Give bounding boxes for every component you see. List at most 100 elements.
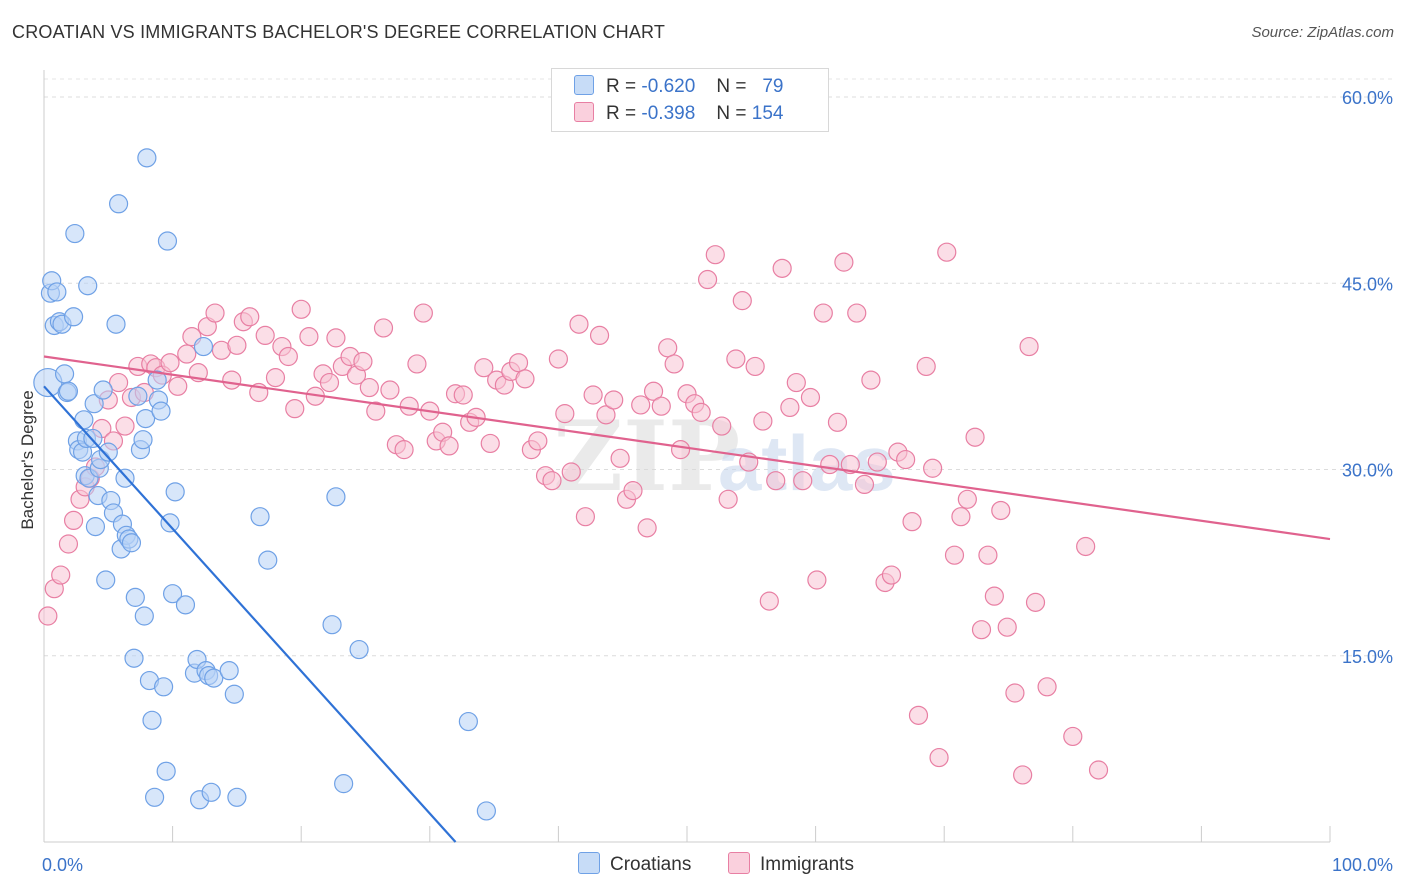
y-tick-label: 30.0% — [1342, 461, 1393, 481]
point-immigrants — [474, 358, 494, 378]
point-immigrants — [366, 401, 386, 421]
point-immigrants — [285, 399, 305, 419]
point-immigrants — [712, 416, 732, 436]
point-croatians — [121, 533, 142, 553]
point-croatians — [128, 386, 148, 406]
point-immigrants — [373, 318, 394, 338]
point-croatians — [78, 276, 98, 296]
legend-item-immigrants: Immigrants — [728, 852, 854, 876]
point-immigrants — [896, 449, 916, 470]
point-immigrants — [664, 354, 684, 374]
point-immigrants — [583, 385, 603, 405]
point-immigrants — [732, 291, 752, 311]
point-immigrants — [691, 402, 711, 422]
point-croatians — [227, 787, 247, 807]
point-immigrants — [299, 327, 319, 347]
point-croatians — [106, 314, 126, 334]
source-label: Source: ZipAtlas.com — [1251, 24, 1394, 41]
legend-row-croatians: R = -0.620 N = 79 — [574, 75, 783, 99]
point-immigrants — [745, 356, 765, 377]
point-croatians — [135, 408, 156, 429]
point-croatians — [157, 231, 178, 251]
point-immigrants — [800, 387, 821, 408]
point-immigrants — [881, 565, 902, 585]
point-immigrants — [951, 507, 971, 527]
legend-swatch-immigrants — [728, 852, 750, 874]
point-immigrants — [555, 404, 575, 424]
point-immigrants — [160, 353, 180, 373]
point-croatians — [147, 370, 167, 390]
point-immigrants — [786, 372, 806, 393]
point-croatians — [160, 513, 180, 533]
point-croatians — [54, 364, 75, 384]
y-tick-label: 45.0% — [1342, 274, 1393, 294]
point-croatians — [58, 381, 79, 401]
point-croatians — [153, 677, 174, 697]
point-croatians — [476, 801, 496, 821]
point-immigrants — [604, 390, 624, 410]
point-immigrants — [359, 377, 379, 398]
n-label: N = — [716, 76, 747, 97]
point-croatians — [124, 648, 144, 668]
tick-labels: 15.0% 30.0% 45.0% 60.0% 0.0% 100.0% — [42, 88, 1393, 875]
point-immigrants — [177, 344, 197, 364]
point-immigrants — [265, 368, 286, 388]
point-immigrants — [807, 570, 827, 590]
point-immigrants — [575, 507, 596, 527]
series-layer — [33, 148, 1331, 843]
point-immigrants — [1005, 683, 1025, 703]
point-immigrants — [291, 299, 311, 319]
point-immigrants — [726, 349, 746, 369]
x-tick-label: 0.0% — [42, 855, 83, 875]
point-immigrants — [542, 471, 562, 491]
point-immigrants — [916, 356, 936, 377]
watermark-zip: ZIP — [553, 400, 740, 513]
point-croatians — [47, 282, 67, 302]
gridlines — [44, 78, 1394, 657]
point-croatians — [74, 410, 94, 430]
point-immigrants — [51, 565, 71, 585]
point-immigrants — [965, 427, 985, 447]
point-croatians — [219, 661, 239, 681]
point-immigrants — [205, 303, 225, 323]
point-croatians — [115, 468, 135, 488]
trendline-immigrants — [43, 355, 1331, 541]
point-immigrants — [631, 395, 651, 415]
point-immigrants — [772, 258, 792, 278]
point-croatians — [204, 668, 224, 688]
point-immigrants — [978, 545, 998, 565]
point-croatians — [193, 336, 214, 357]
point-immigrants — [637, 518, 657, 538]
point-immigrants — [278, 346, 298, 367]
point-croatians — [156, 761, 176, 781]
r-value: -0.398 — [641, 103, 696, 124]
point-immigrants — [780, 397, 800, 418]
point-immigrants — [766, 471, 786, 491]
point-immigrants — [793, 471, 813, 491]
point-immigrants — [63, 510, 84, 531]
point-croatians — [65, 223, 85, 244]
point-croatians — [96, 570, 116, 590]
point-immigrants — [753, 411, 773, 431]
point-immigrants — [528, 431, 548, 451]
point-immigrants — [1025, 592, 1046, 612]
point-immigrants — [326, 328, 346, 348]
point-immigrants — [854, 474, 875, 494]
y-tick-label: 60.0% — [1342, 88, 1393, 108]
point-immigrants — [399, 396, 419, 416]
point-immigrants — [820, 454, 840, 475]
point-immigrants — [115, 416, 135, 436]
point-immigrants — [944, 545, 965, 565]
point-croatians — [258, 550, 278, 570]
correlation-legend: R = -0.620 N = 79 R = -0.398 N = 154 — [551, 68, 829, 132]
point-croatians — [224, 684, 244, 704]
point-immigrants — [908, 705, 929, 725]
point-immigrants — [227, 335, 247, 355]
point-immigrants — [847, 303, 867, 323]
point-immigrants — [407, 354, 427, 374]
legend-item-croatians: Croatians — [578, 852, 691, 876]
point-croatians — [165, 482, 185, 502]
point-croatians — [85, 517, 106, 537]
point-immigrants — [240, 307, 260, 327]
point-immigrants — [670, 440, 691, 460]
